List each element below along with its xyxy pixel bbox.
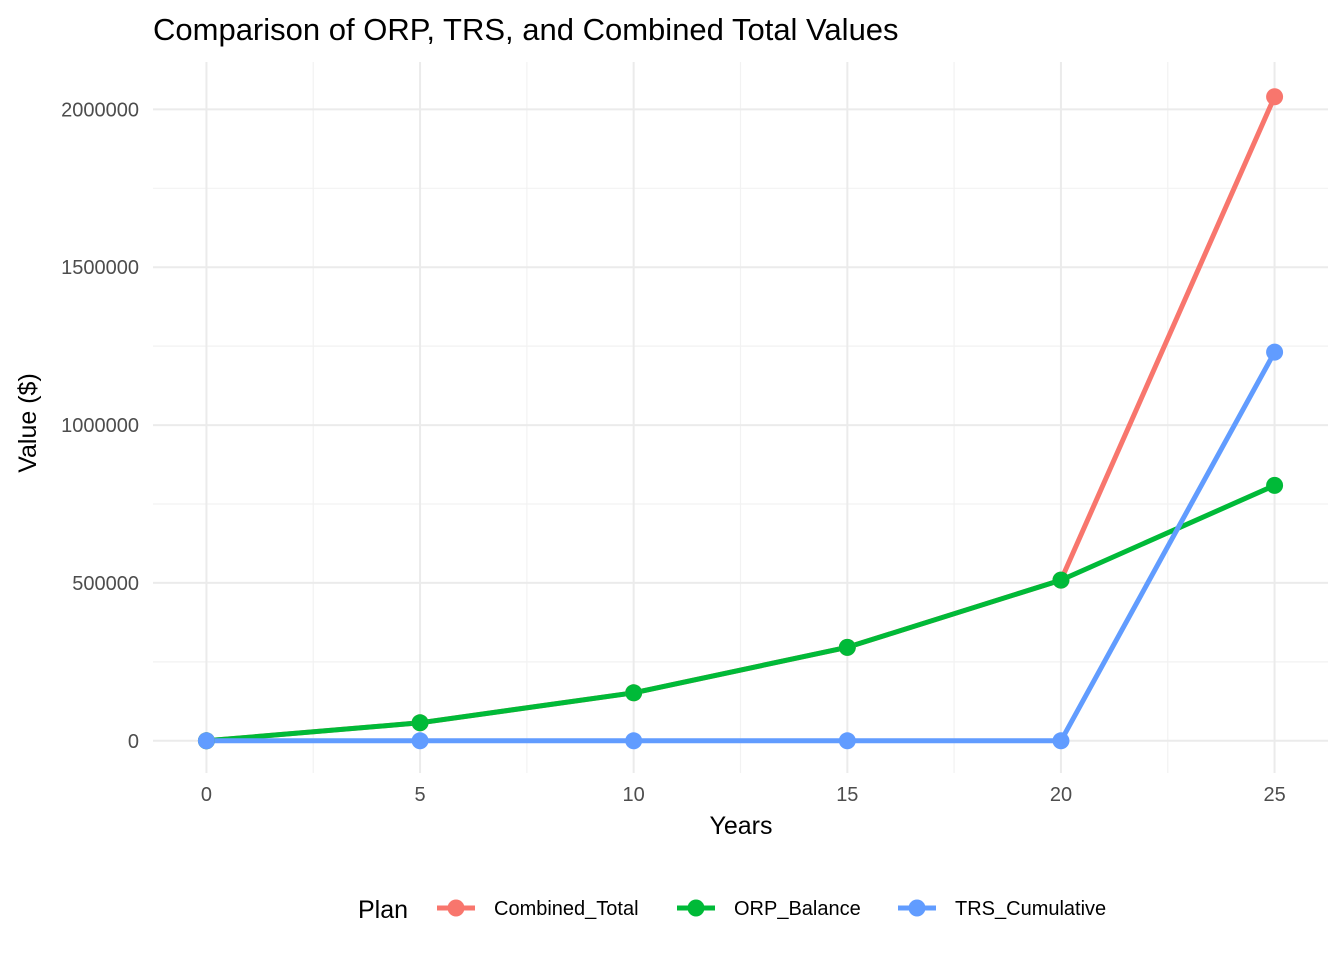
y-tick-label: 500000 (72, 573, 139, 595)
x-tick-label: 5 (414, 784, 425, 806)
y-axis-title: Value ($) (14, 373, 42, 473)
legend: Plan Combined_Total ORP_Balance TRS_Cumula… (358, 896, 1106, 924)
data-point-ORP_Balance (838, 638, 856, 656)
legend-key-point (687, 899, 705, 917)
series-layer (197, 88, 1284, 750)
legend-title: Plan (358, 896, 408, 924)
y-tick-label: 1500000 (61, 257, 139, 279)
data-point-Combined_Total (1266, 88, 1284, 106)
chart-title: Comparison of ORP, TRS, and Combined Tot… (153, 12, 899, 47)
data-point-TRS_Cumulative (1266, 343, 1284, 361)
y-tick-label: 0 (128, 731, 139, 753)
legend-item-ORP_Balance: ORP_Balance (677, 898, 861, 920)
legend-label: TRS_Cumulative (955, 898, 1106, 920)
x-axis-ticks: 0 5 10 15 20 25 (201, 784, 1286, 806)
legend-label: Combined_Total (494, 898, 639, 920)
data-point-TRS_Cumulative (411, 732, 429, 750)
y-tick-label: 1000000 (61, 415, 139, 437)
y-axis-ticks: 0 500000 1000000 1500000 2000000 (61, 99, 139, 752)
x-tick-label: 20 (1050, 784, 1072, 806)
legend-key-point (908, 899, 926, 917)
series-points (197, 88, 1284, 750)
data-point-ORP_Balance (1266, 476, 1284, 494)
x-axis-title: Years (709, 812, 772, 840)
data-point-TRS_Cumulative (838, 732, 856, 750)
y-tick-label: 2000000 (61, 99, 139, 121)
x-tick-label: 15 (836, 784, 858, 806)
series-lines (206, 95, 1277, 744)
series-line-ORP_Balance (206, 483, 1276, 744)
legend-item-TRS_Cumulative: TRS_Cumulative (898, 898, 1106, 920)
legend-item-Combined_Total: Combined_Total (437, 898, 639, 920)
x-tick-label: 0 (201, 784, 212, 806)
legend-label: ORP_Balance (734, 898, 861, 920)
series-line-TRS_Cumulative (206, 350, 1277, 744)
data-point-ORP_Balance (411, 714, 429, 732)
data-point-TRS_Cumulative (625, 732, 643, 750)
x-tick-label: 25 (1263, 784, 1285, 806)
data-point-ORP_Balance (1052, 571, 1070, 589)
data-point-ORP_Balance (625, 684, 643, 702)
data-point-TRS_Cumulative (1052, 732, 1070, 750)
grid (153, 62, 1328, 773)
x-tick-label: 10 (623, 784, 645, 806)
legend-key-point (447, 899, 465, 917)
data-point-TRS_Cumulative (197, 732, 215, 750)
